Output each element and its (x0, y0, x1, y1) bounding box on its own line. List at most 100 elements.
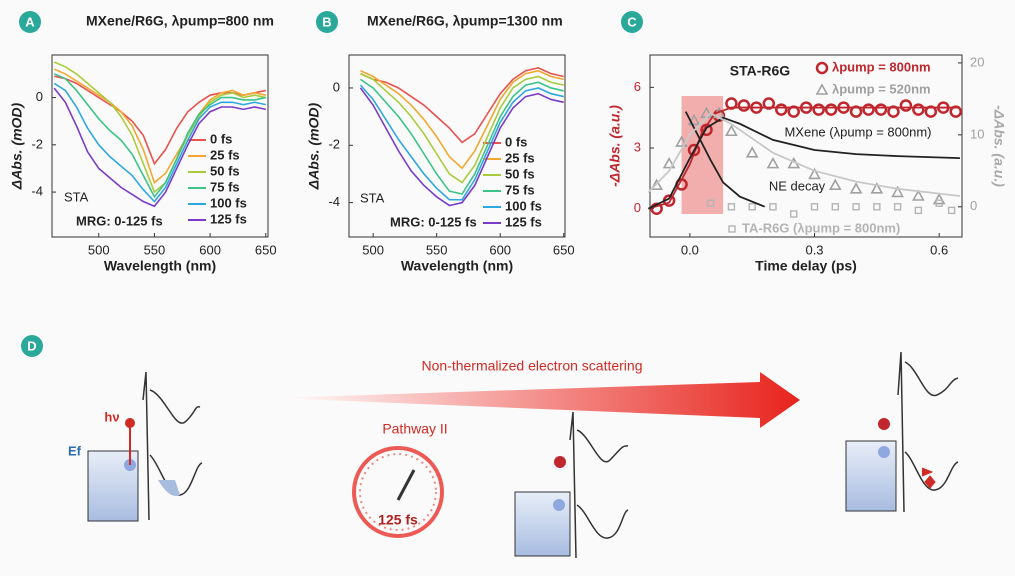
marker (947, 206, 956, 215)
marker (924, 105, 938, 118)
x-axis-label: Wavelength (nm) (401, 258, 513, 274)
electron (878, 418, 890, 430)
marker (899, 99, 913, 112)
panel-letter: B (322, 14, 331, 29)
legend-swatch (728, 225, 736, 233)
marker (935, 199, 943, 207)
annotation: MRG: 0-125 fs (390, 214, 477, 229)
y2-tick-label: 10 (970, 126, 984, 141)
electron (554, 456, 566, 468)
x-tick-label: 550 (144, 242, 166, 257)
x-tick-label: 600 (199, 242, 221, 257)
timer-hand (396, 469, 416, 501)
x-tick-label: 650 (553, 242, 575, 257)
y-tick-label: 6 (634, 79, 641, 94)
marker (737, 99, 751, 112)
timer-ticks (359, 453, 437, 531)
legend-label: 25 fs (505, 150, 535, 165)
series-line (360, 72, 564, 184)
x-tick-label: 500 (88, 242, 110, 257)
series-line (359, 84, 564, 201)
y-tick-label: -2 (328, 137, 340, 152)
y-axis-label: -ΔAbs. (a.u.) (607, 105, 623, 187)
marker (893, 203, 902, 211)
legend-label: 125 fs (210, 211, 247, 226)
y2-tick-label: 0 (970, 198, 977, 213)
x-tick-label: 550 (426, 242, 448, 257)
marker (912, 103, 925, 116)
legend-swatch (815, 61, 829, 75)
x-axis-label: Wavelength (nm) (104, 258, 216, 274)
y2-axis-label: -ΔAbs. (a.u.) (991, 105, 1007, 187)
x-tick-label: 650 (255, 242, 277, 257)
series-line (360, 69, 564, 170)
legend-label: TA-R6G (λpump = 800nm) (742, 220, 900, 235)
marker (650, 178, 664, 191)
y-tick-label: 0 (634, 200, 641, 215)
marker (849, 182, 863, 194)
series-line (53, 68, 266, 185)
marker (914, 206, 923, 215)
legend-label: 0 fs (210, 131, 232, 146)
chart-title: STA-R6G (730, 63, 791, 79)
plot-frame (51, 54, 269, 238)
marker (852, 203, 860, 211)
marker (675, 135, 688, 147)
molecule-levels (142, 371, 203, 521)
y-axis-label: ΔAbs. (mOD) (9, 102, 25, 190)
x-tick-label: 0.3 (805, 242, 823, 257)
marker (727, 203, 736, 211)
timer-label: 125 fs (378, 512, 418, 528)
legend-label: 75 fs (210, 179, 240, 194)
scattering-arrow (275, 372, 800, 428)
series-line (647, 116, 960, 210)
marker (769, 203, 777, 211)
marker (932, 192, 946, 205)
arrow-label: Non-thermalized electron scattering (422, 358, 643, 374)
y2-tick-label: 20 (970, 54, 984, 69)
marker (810, 203, 819, 211)
electron (125, 418, 135, 428)
legend-label: 100 fs (210, 195, 247, 210)
legend-label: 50 fs (210, 163, 240, 178)
legend-label: 25 fs (210, 147, 240, 162)
marker (766, 156, 780, 169)
relaxation (921, 467, 936, 489)
marker (748, 203, 756, 211)
annotation: STA (360, 190, 385, 205)
y-tick-label: -4 (328, 194, 340, 209)
x-tick-label: 0.0 (681, 242, 699, 257)
series-line (359, 78, 564, 195)
annotation: MRG: 0-125 fs (76, 213, 163, 228)
molecule-levels (569, 411, 629, 559)
series-line (647, 112, 961, 197)
y-tick-label: -4 (31, 184, 43, 199)
chart-title: MXene/R6G, λpump=1300 nm (367, 13, 563, 29)
marker (912, 189, 925, 201)
plot-frame (649, 54, 963, 238)
x-tick-label: 600 (489, 242, 511, 257)
y-tick-label: 3 (634, 139, 641, 154)
series-line (359, 87, 564, 207)
panel-badge (316, 11, 338, 33)
legend-label: λpump = 800nm (832, 59, 931, 74)
marker (812, 103, 825, 116)
hole (553, 499, 565, 511)
legend-label: 100 fs (505, 198, 542, 213)
marker (775, 103, 788, 116)
legend-label: λpump = 520nm (832, 81, 931, 96)
marker (831, 203, 839, 211)
panel: B MXene/R6G, λpump=1300 nm 500 550 600 650 0 -2… (306, 11, 575, 274)
x-tick-label: 500 (362, 242, 384, 257)
marker (687, 113, 701, 126)
panel-badge (19, 11, 41, 33)
marker (873, 203, 881, 211)
legend-label: 125 fs (505, 214, 542, 229)
panel-d: D Non-thermalized electron scattering Pa… (21, 335, 959, 559)
chart-title: MXene/R6G, λpump=800 nm (86, 13, 274, 29)
legend-label: 75 fs (505, 182, 535, 197)
hole (878, 446, 890, 458)
marker (824, 103, 838, 116)
panel-letter: D (27, 338, 36, 353)
